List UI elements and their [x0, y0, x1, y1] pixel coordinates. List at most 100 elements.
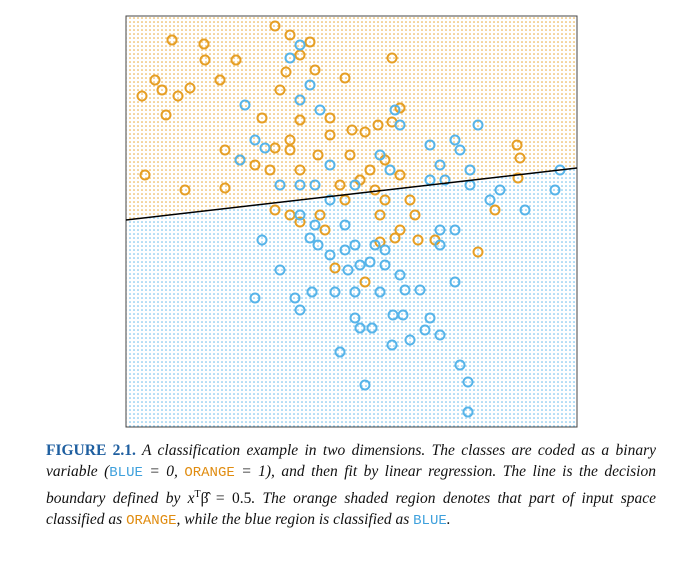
point — [462, 376, 474, 388]
point — [369, 184, 381, 196]
caption-text: , while the blue region is classified as — [176, 511, 414, 529]
point — [379, 194, 391, 206]
point — [397, 309, 409, 321]
point — [484, 194, 496, 206]
point — [309, 219, 321, 231]
point — [549, 184, 561, 196]
point — [519, 204, 531, 216]
plot-frame — [125, 15, 578, 428]
point — [149, 74, 161, 86]
caption-text: = 0, — [142, 463, 185, 480]
point — [324, 249, 336, 261]
point — [424, 312, 436, 324]
caption-text: . — [446, 511, 451, 529]
point — [409, 209, 421, 221]
point — [374, 149, 386, 161]
point — [166, 34, 178, 46]
point — [309, 64, 321, 76]
caption-text: = 1), and then fit by linear regression.… — [46, 463, 656, 508]
point — [314, 104, 326, 116]
point — [359, 379, 371, 391]
point — [354, 322, 366, 334]
point — [354, 259, 366, 271]
point — [342, 264, 354, 276]
point — [386, 52, 398, 64]
point — [264, 164, 276, 176]
decision-boundary — [125, 167, 578, 221]
point — [160, 109, 172, 121]
caption-text: A classification example in two dimensio… — [46, 442, 656, 480]
point — [304, 232, 316, 244]
point — [284, 52, 296, 64]
point — [434, 224, 446, 236]
figure-label: FIGURE 2.1. — [46, 442, 136, 459]
point — [294, 94, 306, 106]
point — [239, 99, 251, 111]
point — [219, 182, 231, 194]
point — [379, 259, 391, 271]
point — [439, 174, 451, 186]
point — [198, 38, 210, 50]
point — [334, 346, 346, 358]
point — [344, 149, 356, 161]
point — [294, 216, 306, 228]
point — [489, 204, 501, 216]
point — [449, 276, 461, 288]
caption-code: BLUE — [413, 513, 447, 530]
point — [136, 90, 148, 102]
point — [404, 334, 416, 346]
point — [424, 139, 436, 151]
point — [314, 209, 326, 221]
point — [394, 224, 406, 236]
point — [364, 256, 376, 268]
point — [269, 204, 281, 216]
point — [386, 339, 398, 351]
point — [156, 84, 168, 96]
point — [324, 112, 336, 124]
point — [472, 119, 484, 131]
point — [329, 262, 341, 274]
point — [324, 194, 336, 206]
point — [449, 134, 461, 146]
chart — [125, 15, 578, 428]
caption-text: . The orange shaded region denotes that … — [46, 490, 656, 529]
point — [419, 324, 431, 336]
point — [472, 246, 484, 258]
point — [274, 264, 286, 276]
point — [404, 194, 416, 206]
point — [294, 209, 306, 221]
point — [259, 142, 271, 154]
point — [269, 20, 281, 32]
point — [284, 29, 296, 41]
point — [199, 54, 211, 66]
point — [389, 232, 401, 244]
point — [349, 312, 361, 324]
point — [139, 169, 151, 181]
point — [394, 102, 406, 114]
point — [454, 359, 466, 371]
point — [349, 179, 361, 191]
point — [512, 172, 524, 184]
point — [464, 164, 476, 176]
point — [249, 292, 261, 304]
caption-code: ORANGE — [126, 513, 177, 530]
point — [454, 144, 466, 156]
point — [374, 209, 386, 221]
point — [280, 66, 292, 78]
caption-math: β̂ = 0.5 — [200, 490, 252, 508]
point — [394, 269, 406, 281]
point — [249, 134, 261, 146]
caption: FIGURE 2.1. A classification example in … — [46, 440, 656, 532]
point — [289, 292, 301, 304]
point — [329, 286, 341, 298]
point — [514, 152, 526, 164]
point — [364, 164, 376, 176]
point — [309, 179, 321, 191]
point — [414, 284, 426, 296]
point — [214, 74, 226, 86]
point — [384, 164, 396, 176]
point — [312, 149, 324, 161]
point — [294, 304, 306, 316]
point — [256, 112, 268, 124]
